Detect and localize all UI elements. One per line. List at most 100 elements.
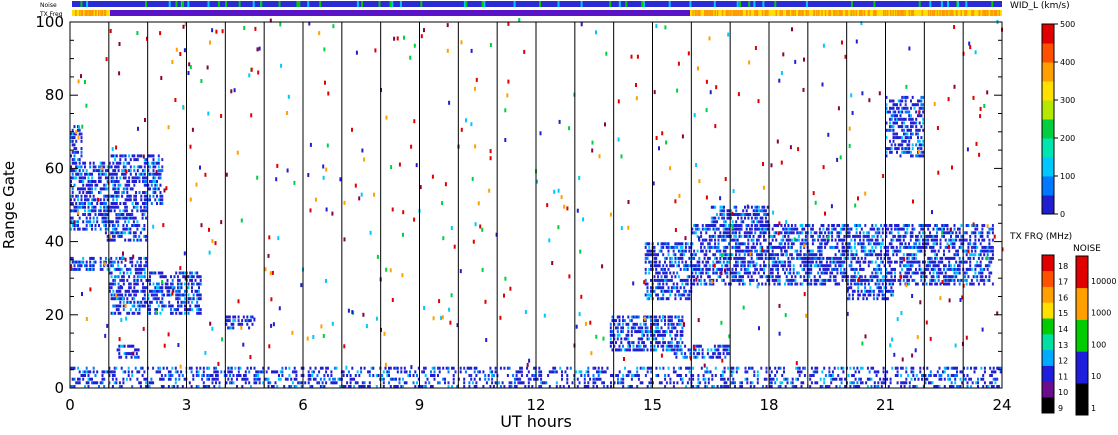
echo-cell xyxy=(140,194,143,198)
echo-cell xyxy=(183,377,186,381)
echo-cell xyxy=(811,260,814,264)
echo-cell xyxy=(714,271,717,275)
echo-cell xyxy=(885,147,888,151)
echo-cell xyxy=(868,377,871,381)
echo-cell xyxy=(433,366,436,370)
echo-cell xyxy=(609,341,612,345)
echo-cell xyxy=(119,161,122,165)
echo-cell xyxy=(279,370,282,374)
echo-cell xyxy=(281,366,284,370)
echo-cell xyxy=(839,227,842,231)
echo-cell xyxy=(159,191,162,194)
echo-cell xyxy=(743,260,746,264)
echo-cell xyxy=(82,377,85,381)
echo-cell xyxy=(990,374,993,377)
echo-cell xyxy=(230,322,233,326)
echo-cell xyxy=(770,275,772,279)
echo-cell xyxy=(691,271,694,275)
echo-cell xyxy=(911,264,914,268)
echo-cell xyxy=(117,194,120,198)
echo-cell xyxy=(784,242,786,246)
echo-cell xyxy=(918,231,921,235)
echo-cell xyxy=(948,278,951,282)
echo-cell xyxy=(206,377,209,381)
echo-cell xyxy=(73,224,76,227)
echo-cell xyxy=(129,231,132,235)
echo-cell xyxy=(800,385,803,388)
echo-cell xyxy=(738,231,741,235)
echo-cell xyxy=(143,289,146,293)
echo-cell xyxy=(195,374,198,377)
echo-cell xyxy=(971,381,974,385)
echo-cell xyxy=(71,172,74,176)
echo-cell xyxy=(890,293,893,297)
echo-cell xyxy=(115,231,118,235)
echo-cell xyxy=(344,385,347,388)
echo-cell xyxy=(867,242,870,246)
echo-cell xyxy=(780,253,783,257)
echo-cell xyxy=(648,253,651,257)
echo-cell xyxy=(831,267,834,271)
echo-cell xyxy=(742,209,745,213)
echo-cell xyxy=(459,366,462,370)
echo-cell xyxy=(839,271,842,275)
echo-cell xyxy=(857,242,860,246)
echo-cell xyxy=(757,238,760,242)
echo-cell xyxy=(431,385,434,388)
echo-cell xyxy=(703,355,706,359)
echo-cell xyxy=(101,172,104,176)
echo-cell xyxy=(646,289,649,293)
echo-cell xyxy=(644,322,647,326)
echo-cell xyxy=(118,209,121,213)
echo-cell xyxy=(87,176,90,180)
echo-cell xyxy=(679,267,682,271)
echo-cell xyxy=(889,377,892,381)
echo-cell xyxy=(773,278,776,282)
echo-cell xyxy=(141,267,144,271)
noise-strip-mark xyxy=(739,1,741,7)
echo-cell xyxy=(157,158,160,162)
echo-cell xyxy=(856,366,859,370)
txfreq-strip-mark xyxy=(739,10,741,16)
echo-cell xyxy=(963,275,966,279)
echo-cell xyxy=(643,341,645,345)
echo-cell xyxy=(117,231,120,235)
txfreq-strip-mark xyxy=(952,10,954,16)
echo-cell xyxy=(756,256,758,260)
echo-cell xyxy=(142,180,144,183)
echo-cell xyxy=(161,286,164,290)
noise-strip-mark xyxy=(641,1,644,7)
echo-cell xyxy=(946,224,949,227)
echo-cell xyxy=(996,366,999,370)
echo-cell xyxy=(111,220,114,224)
echo-cell xyxy=(700,275,703,279)
echo-cell xyxy=(368,381,371,385)
echo-cell xyxy=(867,278,870,282)
echo-cell xyxy=(112,180,115,183)
echo-cell xyxy=(664,289,666,293)
echo-cell xyxy=(871,249,874,253)
echo-cell xyxy=(735,242,737,246)
echo-cell xyxy=(826,385,829,388)
echo-cell xyxy=(191,275,193,279)
echo-cell xyxy=(705,249,708,253)
echo-cell xyxy=(889,150,891,154)
txfreq-strip-mark xyxy=(98,10,100,16)
echo-cell xyxy=(129,238,132,242)
echo-cell xyxy=(111,205,114,209)
echo-cell xyxy=(771,271,774,275)
echo-cell xyxy=(646,366,649,370)
echo-cell xyxy=(113,238,116,242)
echo-cell xyxy=(871,260,874,264)
echo-cell xyxy=(948,256,951,260)
txfreq-strip-mark xyxy=(833,10,835,16)
echo-cell xyxy=(196,308,199,312)
echo-cell xyxy=(710,282,713,286)
echo-cell xyxy=(175,308,178,312)
echo-cell xyxy=(126,300,129,304)
echo-cell xyxy=(499,366,502,370)
echo-cell xyxy=(630,374,633,377)
echo-cell xyxy=(84,213,86,216)
echo-cell xyxy=(358,374,361,377)
echo-cell xyxy=(777,275,779,279)
